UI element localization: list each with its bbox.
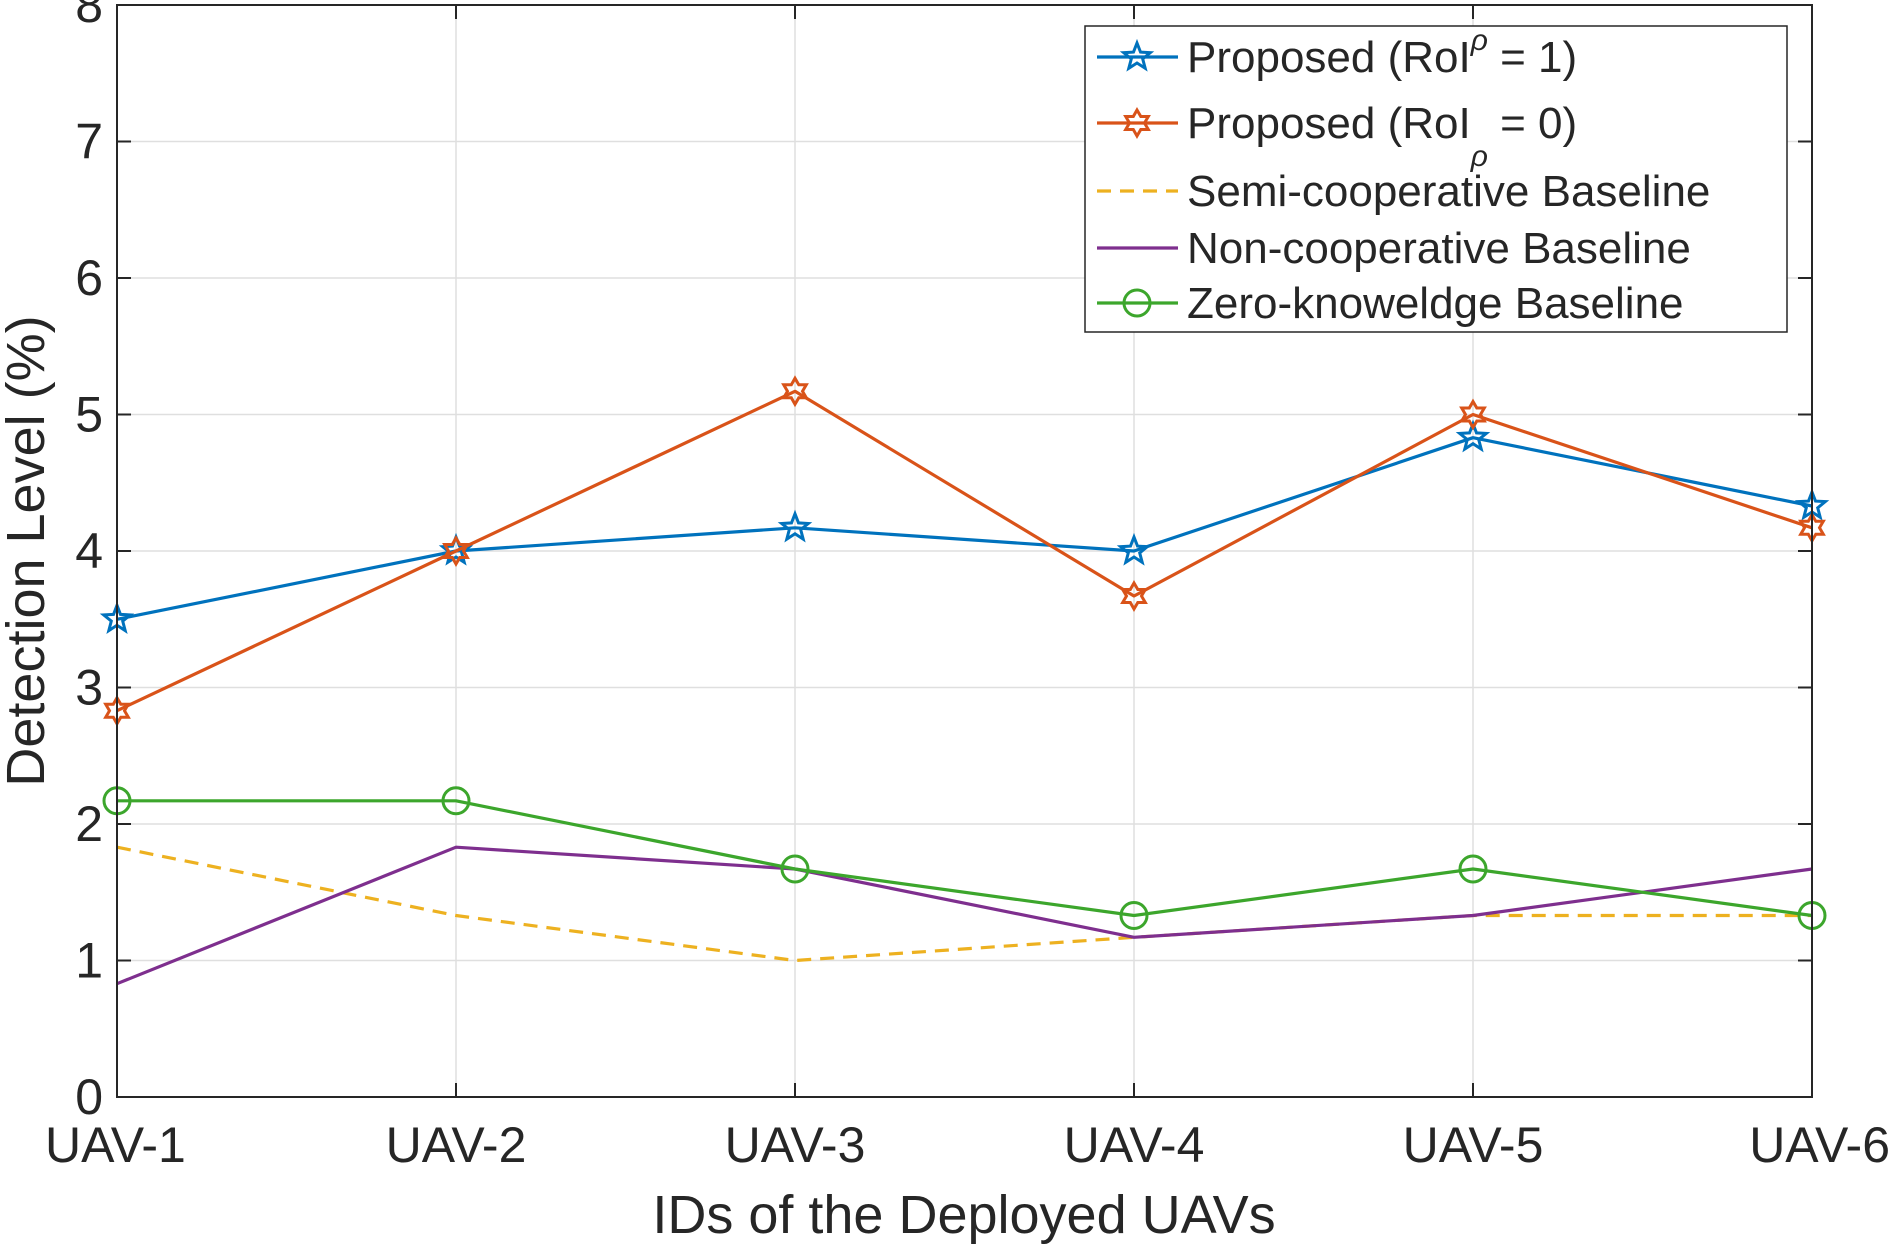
x-tick-label: UAV-3 [725, 1117, 866, 1173]
hexagram-marker [442, 534, 470, 568]
hexagram-marker [1123, 106, 1151, 140]
legend: Proposed (RoIρ = 1)Proposed (RoIρ = 0)Se… [1084, 24, 1788, 333]
legend-label: Semi-cooperative Baseline [1187, 167, 1710, 216]
series-line [116, 845, 1812, 963]
y-tick-label: 7 [75, 114, 103, 170]
legend-label: Zero-knoweldge Baseline [1187, 279, 1684, 328]
legend-label-main: Proposed (RoI [1187, 33, 1471, 82]
y-tick-label: 6 [75, 250, 103, 306]
y-tick-label: 8 [75, 0, 103, 33]
x-tick-label: UAV-2 [386, 1117, 527, 1173]
series-4 [116, 845, 1813, 986]
series-line [117, 799, 1813, 918]
legend-box [1084, 25, 1788, 333]
legend-item-4: Non-cooperative Baseline [1097, 224, 1691, 273]
x-tick-label: UAV-4 [1064, 1117, 1205, 1173]
legend-label-suffix: = 0) [1488, 99, 1577, 148]
circle-marker [780, 854, 810, 884]
legend-label: Proposed (RoIρ = 0) [1187, 99, 1577, 173]
star-marker [1455, 419, 1491, 453]
circle-marker [1458, 854, 1488, 884]
hexagram-marker [1459, 398, 1487, 431]
circle-marker [1119, 900, 1149, 930]
circle-marker [1122, 288, 1152, 318]
y-tick-label: 1 [75, 933, 103, 989]
legend-label-main: Proposed (RoI [1187, 99, 1471, 148]
legend-label-suffix: = 1) [1488, 33, 1577, 82]
legend-label-subscript: ρ [1470, 24, 1488, 57]
y-tick-label: 5 [75, 387, 103, 443]
legend-item-5: Zero-knoweldge Baseline [1097, 279, 1684, 328]
star-marker [777, 509, 813, 543]
legend-item-3: Semi-cooperative Baseline [1097, 167, 1710, 216]
legend-label-subscript: ρ [1470, 140, 1488, 173]
circle-marker [441, 786, 471, 816]
legend-item-1: Proposed (RoIρ = 1) [1097, 24, 1577, 82]
hexagram-marker [781, 375, 809, 408]
axis-ticks: UAV-1 UAV-2 UAV-3 UAV-4 UAV-5 UAV-6 0 1 2 3 4 5 6 7 8 [45, 0, 1890, 1173]
y-tick-label: 0 [75, 1069, 103, 1125]
star-marker [1116, 532, 1152, 566]
x-tick-label: UAV-6 [1749, 1117, 1890, 1173]
x-tick-label: UAV-1 [45, 1117, 186, 1173]
series-line [116, 436, 1813, 621]
x-axis-label: IDs of the Deployed UAVs [652, 1185, 1275, 1245]
y-tick-label: 3 [75, 660, 103, 716]
series-line [116, 389, 1813, 713]
star-marker [1119, 38, 1155, 72]
series-line [116, 845, 1813, 986]
legend-label: Proposed (RoIρ = 1) [1187, 24, 1577, 82]
x-tick-label: UAV-5 [1403, 1117, 1544, 1173]
legend-label: Non-cooperative Baseline [1187, 224, 1691, 273]
series-5 [102, 786, 1827, 930]
y-tick-label: 4 [75, 523, 103, 579]
y-axis-label: Detection Level (%) [0, 315, 56, 786]
hexagram-marker [1120, 579, 1148, 613]
legend-item-2: Proposed (RoIρ = 0) [1097, 99, 1577, 173]
series-group [99, 375, 1830, 986]
y-tick-label: 2 [75, 796, 103, 852]
series-3 [116, 845, 1812, 963]
